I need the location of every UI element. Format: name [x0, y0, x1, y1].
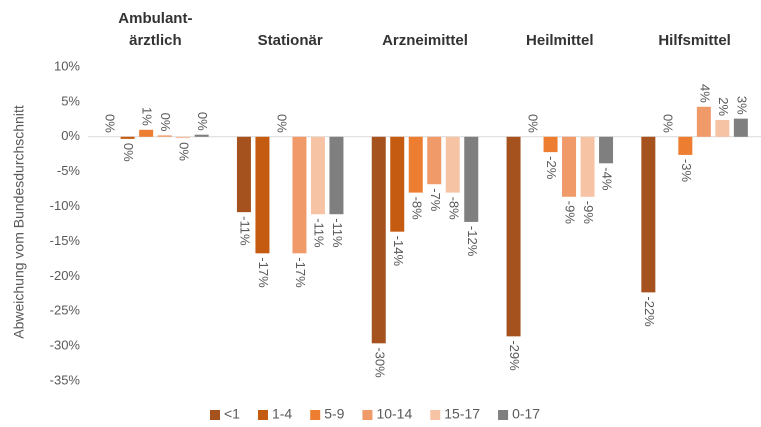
data-label: -8% — [409, 197, 424, 221]
y-tick-label: -10% — [50, 198, 81, 213]
data-label: -29% — [507, 340, 522, 371]
bar — [445, 136, 460, 193]
legend-label: 10-14 — [376, 406, 412, 422]
data-label: -30% — [372, 347, 387, 378]
bar — [715, 120, 730, 137]
data-label: 0% — [121, 143, 136, 162]
legend-swatch — [257, 410, 268, 420]
y-tick-label: -30% — [50, 338, 81, 353]
bar — [427, 136, 442, 185]
data-label: 0% — [526, 114, 541, 133]
bar — [255, 136, 270, 254]
y-tick-label: -20% — [50, 268, 81, 283]
data-label: 2% — [716, 97, 731, 116]
data-label: -11% — [312, 218, 327, 248]
category-label: Ambulant- ärztlich — [118, 10, 193, 49]
category-label: Arzneimittel — [382, 32, 468, 49]
data-label: -8% — [446, 197, 461, 221]
bar — [562, 136, 577, 197]
data-label: 0% — [103, 114, 118, 133]
bar — [464, 136, 479, 222]
y-tick-label: -5% — [57, 163, 81, 178]
bar — [543, 136, 558, 153]
legend-label: 1-4 — [272, 406, 292, 422]
data-label: -17% — [293, 257, 308, 288]
bar — [329, 136, 344, 215]
legend-swatch — [362, 410, 373, 420]
y-axis-label: Abweichung vom Bundesdurchschnitt — [11, 105, 27, 339]
y-tick-label: 0% — [61, 128, 80, 143]
data-label: 0% — [195, 112, 210, 131]
bar — [641, 136, 656, 293]
data-label: 0% — [177, 142, 192, 161]
legend-swatch — [430, 410, 441, 420]
bar — [120, 136, 135, 139]
bar — [194, 134, 209, 137]
data-label: -9% — [563, 201, 578, 225]
legend-swatch — [498, 410, 509, 420]
data-label: 3% — [734, 96, 749, 115]
y-tick-label: -15% — [50, 233, 81, 248]
data-label: 4% — [697, 84, 712, 103]
category-label: Hilfsmittel — [658, 32, 731, 49]
legend-label: <1 — [224, 406, 240, 422]
category-label: Stationär — [257, 32, 323, 49]
data-label: -9% — [581, 201, 596, 225]
bar — [390, 136, 405, 232]
bar — [696, 106, 711, 137]
bar — [599, 136, 614, 164]
legend-label: 0-17 — [512, 406, 540, 422]
bar — [371, 136, 386, 344]
data-label: -11% — [238, 216, 253, 246]
bar — [176, 136, 191, 139]
data-label: -22% — [642, 296, 657, 327]
bar — [292, 136, 307, 254]
bar — [506, 136, 521, 337]
data-label: 0% — [158, 113, 173, 132]
data-label: 1% — [140, 107, 155, 126]
bar — [733, 118, 748, 137]
bar — [157, 135, 172, 137]
data-label: -7% — [428, 188, 443, 212]
data-label: -14% — [391, 236, 406, 267]
category-label: Heilmittel — [526, 32, 594, 49]
legend-label: 15-17 — [444, 406, 480, 422]
bar — [678, 136, 693, 155]
legend-label: 5-9 — [324, 406, 344, 422]
bar — [310, 136, 325, 215]
data-label: 0% — [275, 114, 290, 133]
y-tick-label: 5% — [61, 93, 80, 108]
y-tick-label: -35% — [50, 372, 81, 387]
legend-swatch — [310, 410, 321, 420]
bar — [236, 136, 251, 213]
y-tick-label: 10% — [54, 58, 80, 73]
data-label: 0% — [660, 114, 675, 133]
bar — [408, 136, 423, 193]
data-label: -3% — [679, 159, 694, 183]
legend-swatch — [210, 410, 220, 420]
data-label: -12% — [465, 226, 480, 257]
bar — [139, 129, 154, 137]
data-label: -2% — [544, 156, 559, 180]
data-label: -4% — [600, 167, 615, 191]
bar — [580, 136, 595, 197]
data-label: -11% — [330, 218, 345, 248]
y-tick-label: -25% — [50, 303, 81, 318]
data-label: -17% — [256, 257, 271, 288]
